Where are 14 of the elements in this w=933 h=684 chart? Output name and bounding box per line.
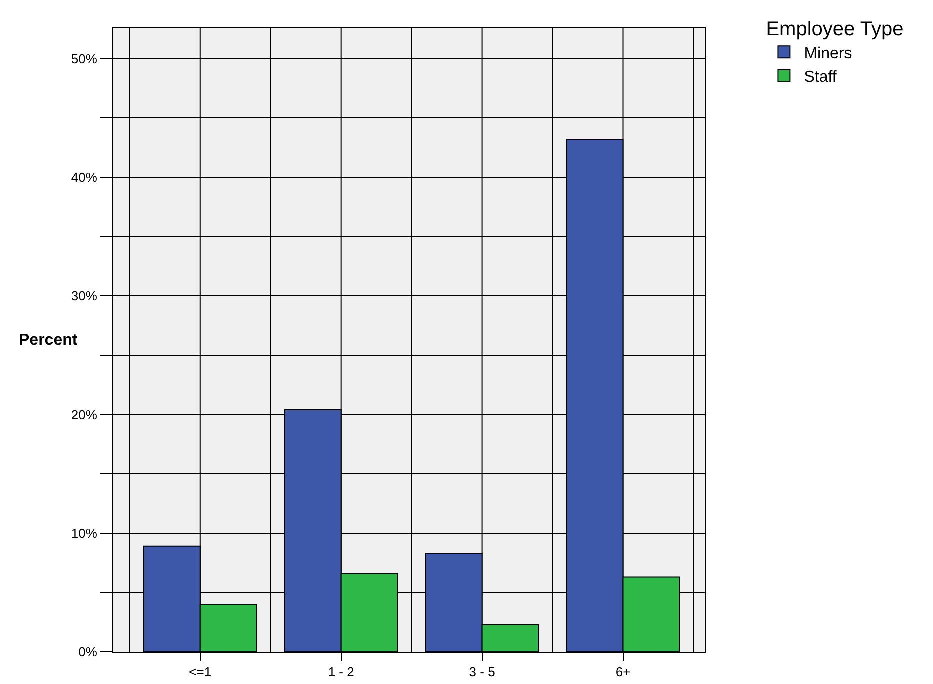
legend-label: Staff — [804, 69, 838, 86]
y-tick-label: 30% — [71, 288, 98, 304]
y-tick-label: 10% — [71, 526, 98, 541]
x-tick-label: <=1 — [189, 664, 212, 680]
y-axis-title: Percent — [19, 332, 78, 349]
y-tick-label: 0% — [78, 644, 98, 660]
y-tick-label: 40% — [71, 170, 98, 186]
legend-title: Employee Type — [766, 18, 904, 40]
x-tick-label: 1 - 2 — [328, 664, 354, 680]
y-tick-label: 20% — [71, 407, 98, 422]
x-tick-label: 3 - 5 — [469, 664, 496, 680]
legend-label: Miners — [804, 45, 852, 62]
x-tick-label: 6+ — [616, 664, 631, 680]
y-tick-label: 50% — [71, 51, 98, 66]
